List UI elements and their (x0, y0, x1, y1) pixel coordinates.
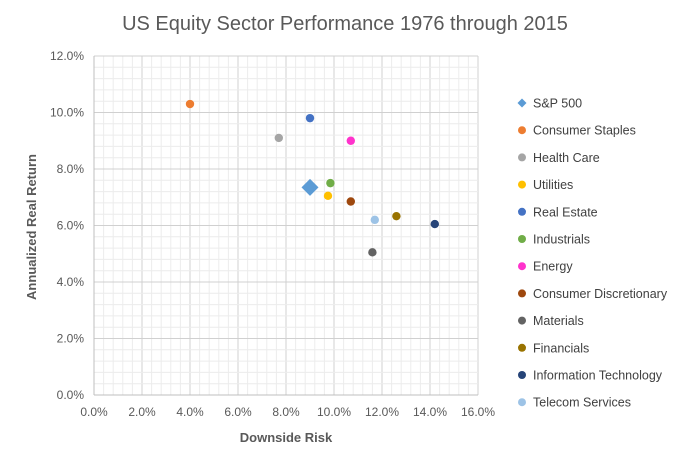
x-tick-label: 12.0% (365, 405, 399, 419)
legend-marker (518, 126, 526, 135)
legend-marker (518, 180, 526, 189)
x-tick-label: 0.0% (80, 405, 108, 419)
x-tick-label: 2.0% (128, 405, 156, 419)
legend-label: Industrials (533, 233, 590, 247)
legend-marker (518, 343, 526, 352)
chart-title: US Equity Sector Performance 1976 throug… (122, 13, 568, 35)
legend-label: Utilities (533, 178, 573, 192)
data-point (323, 191, 333, 201)
data-point (305, 113, 315, 123)
x-tick-label: 16.0% (461, 405, 495, 419)
x-tick-label: 14.0% (413, 405, 447, 419)
data-point (185, 99, 195, 109)
data-point (346, 197, 355, 206)
y-tick-label: 12.0% (50, 49, 84, 63)
legend-marker (518, 289, 526, 298)
tick-labels: 0.0% 2.0% 4.0% 6.0% 8.0% 10.0% 12.0% 14.0% 16.0%… (50, 49, 495, 419)
y-tick-label: 6.0% (57, 219, 85, 233)
legend-label: Telecom Services (533, 396, 631, 410)
legend-marker (518, 207, 526, 216)
legend-label: Financials (533, 341, 589, 355)
y-tick-label: 0.0% (57, 388, 85, 402)
legend-label: Information Technology (533, 369, 663, 383)
x-tick-label: 6.0% (224, 405, 252, 419)
legend-marker (518, 398, 526, 407)
legend-label: S&P 500 (533, 97, 582, 111)
legend-label: Consumer Staples (533, 124, 636, 138)
legend-label: Materials (533, 314, 584, 328)
y-tick-label: 10.0% (50, 106, 84, 120)
data-point (430, 219, 439, 229)
data-point (326, 178, 335, 188)
x-tick-label: 8.0% (272, 405, 300, 419)
legend-label: Energy (533, 260, 573, 274)
x-axis-label: Downside Risk (240, 430, 333, 445)
legend-marker (517, 98, 527, 108)
legend-marker (518, 371, 526, 379)
legend-marker (518, 262, 526, 271)
legend-marker (518, 316, 526, 325)
y-tick-label: 2.0% (57, 332, 85, 346)
legend: S&P 500 Consumer Staples Health Care Utilit… (517, 97, 668, 410)
y-tick-label: 8.0% (57, 162, 85, 176)
plot-axes (93, 56, 478, 396)
legend-label: Health Care (533, 151, 600, 165)
legend-label: Real Estate (533, 205, 598, 219)
legend-marker (518, 235, 526, 243)
data-point (392, 211, 401, 221)
data-point (370, 215, 379, 225)
data-points (185, 99, 439, 257)
x-tick-label: 4.0% (176, 405, 204, 419)
data-point (346, 136, 355, 145)
data-point (274, 133, 283, 143)
legend-label: Consumer Discretionary (533, 287, 668, 301)
legend-marker (518, 153, 526, 162)
plot-grid (93, 55, 479, 396)
y-axis-label: Annualized Real Return (24, 154, 39, 300)
data-point (368, 248, 377, 257)
data-point-diamond (301, 178, 319, 196)
y-tick-label: 4.0% (57, 275, 85, 289)
x-tick-label: 10.0% (317, 405, 351, 419)
